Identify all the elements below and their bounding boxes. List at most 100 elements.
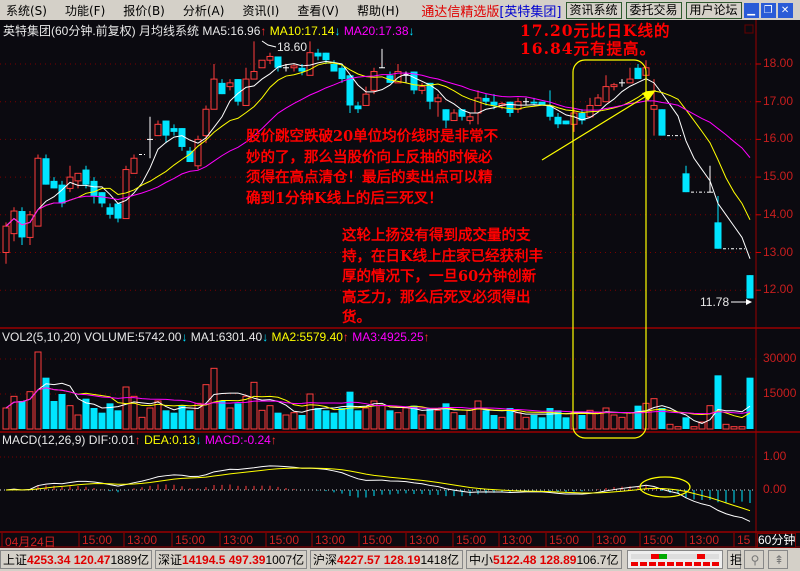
candle-down <box>506 101 514 114</box>
volume-bar-down <box>410 405 418 429</box>
volume-bar-up <box>258 409 266 430</box>
candle-up <box>450 112 458 122</box>
highlight-box <box>572 59 647 439</box>
candle-down <box>410 71 418 91</box>
close-icon[interactable]: ✕ <box>777 2 793 18</box>
x-tick-label: 15 <box>737 533 751 547</box>
candle-down <box>682 173 690 193</box>
menu-analysis[interactable]: 分析(A) <box>182 3 225 18</box>
volume-bar-up <box>2 407 10 430</box>
restore-icon[interactable]: ❐ <box>760 2 776 18</box>
menu-view[interactable]: 查看(V) <box>297 3 339 18</box>
volume-bar-down <box>442 403 450 429</box>
period-label[interactable]: 60分钟 <box>757 533 797 548</box>
market-shanghai[interactable]: 上证4253.34 120.471889亿 <box>0 550 152 569</box>
volume-bar-up <box>226 407 234 430</box>
candle-down <box>234 79 242 102</box>
reject-indicator[interactable]: 拒 <box>727 550 742 569</box>
candle-down <box>82 169 90 185</box>
x-tick-label: 13:00 <box>502 533 533 547</box>
volume-bar-up <box>26 391 34 430</box>
volume-bar-up <box>210 367 218 430</box>
candle-down <box>658 109 666 136</box>
x-tick-label: 13:00 <box>127 533 158 547</box>
volume-bar-up <box>650 398 658 430</box>
annotation-line: 持，在日K线上庄家已经获利丰 <box>342 247 544 265</box>
volume-bar-down <box>658 408 666 429</box>
forum-button[interactable]: 用户论坛 <box>685 1 742 19</box>
annotation-top-right: 17.20元比日K线的 16.84元有提高。 <box>520 22 671 58</box>
candle-up <box>570 112 578 125</box>
candle-down <box>50 180 58 189</box>
candle-down <box>338 67 346 80</box>
menu-system[interactable]: 系统(S) <box>6 3 47 18</box>
arrow-down-icon: ↓ <box>195 433 202 447</box>
price-tick-label: 12.00 <box>763 282 794 297</box>
market-sme[interactable]: 中小5122.48 128.89106.7亿 <box>466 550 622 569</box>
ma10-value: MA10:17.14 <box>269 24 335 38</box>
volume-bar-up <box>306 393 314 430</box>
volume-bar-down <box>114 410 122 429</box>
volume-bar-down <box>90 408 98 429</box>
trade-button[interactable]: 委托交易 <box>625 1 682 19</box>
minimize-icon[interactable]: ▁ <box>743 2 759 18</box>
menu-quote[interactable]: 报价(B) <box>123 3 165 18</box>
volume-bar-down <box>162 410 170 429</box>
volume-bar-down <box>170 412 178 429</box>
candle-up <box>210 78 218 110</box>
kline-chart[interactable] <box>0 20 800 548</box>
candle-down <box>714 222 722 249</box>
candle-up <box>202 108 210 137</box>
volume-bar-down <box>578 415 586 429</box>
candle-down <box>178 128 186 147</box>
chart-title: 英特集团(60分钟.前复权) 月均线系统 <box>3 24 200 38</box>
volume-header: VOL2(5,10,20) VOLUME:5742.00↓ MA1:6301.4… <box>2 330 430 344</box>
macd-value: MACD:-0.24 <box>204 433 271 447</box>
volume-bar-up <box>66 405 74 430</box>
candle-down <box>442 109 450 121</box>
candle-down <box>354 105 362 110</box>
volume-bar-up <box>122 386 130 430</box>
volume-tick-label: 30000 <box>763 351 797 365</box>
market-shenzhen[interactable]: 深证14194.5 497.391007亿 <box>155 550 307 569</box>
price-tick-label: 15.00 <box>763 169 794 184</box>
volume-bar-down <box>50 401 58 429</box>
arrow-down-icon: ↓ <box>262 330 269 344</box>
vol-ma1-value: MA1:6301.40 <box>190 330 263 344</box>
scroll-icon[interactable]: ⇞ <box>768 550 788 569</box>
macd-tick-label: 1.00 <box>763 449 787 463</box>
candle-down <box>330 64 338 72</box>
annotation-line: 厚的情况下，一旦60分钟创新 <box>342 268 537 285</box>
volume-bar-up <box>498 416 506 430</box>
vol-ma3-line <box>5 387 751 415</box>
info-system-button[interactable]: 资讯系统 <box>565 1 622 19</box>
menu-info[interactable]: 资讯(I) <box>242 3 280 18</box>
current-stock: [英特集团] <box>499 4 562 20</box>
candle-up <box>626 78 634 84</box>
menu-function[interactable]: 功能(F) <box>64 3 106 18</box>
candle-down <box>162 120 170 136</box>
x-tick-label: 13:00 <box>409 533 440 547</box>
volume-bar-up <box>434 409 442 430</box>
signal-icon[interactable]: ⚲ <box>744 550 764 569</box>
menu-help[interactable]: 帮助(H) <box>356 3 400 18</box>
volume-bar-up <box>570 412 578 430</box>
candle-up <box>466 116 474 122</box>
macd-indicator-name: MACD(12,26,9) <box>2 433 86 447</box>
candle-up <box>34 157 42 227</box>
volume-bar-down <box>490 415 498 429</box>
candle-down <box>346 75 354 106</box>
arrow-down-icon: ↓ <box>334 24 341 38</box>
annotation-line: 须得在高点清仓！最后的卖出点可以精 <box>246 169 493 186</box>
market-name: 上证 <box>3 553 28 567</box>
volume-bar-down <box>634 405 642 429</box>
candle-down <box>42 158 50 185</box>
market-hushen[interactable]: 沪深4227.57 128.191418亿 <box>310 550 463 569</box>
volume-bar-up <box>266 405 274 430</box>
menu-bar: 系统(S) 功能(F) 报价(B) 分析(A) 资讯(I) 查看(V) 帮助(H… <box>0 0 800 20</box>
volume-bar-up <box>202 384 210 430</box>
volume-bar-down <box>82 398 90 429</box>
candle-up <box>74 172 82 182</box>
volume-bar-down <box>338 408 346 429</box>
low-price-label: 11.78 <box>700 295 730 309</box>
